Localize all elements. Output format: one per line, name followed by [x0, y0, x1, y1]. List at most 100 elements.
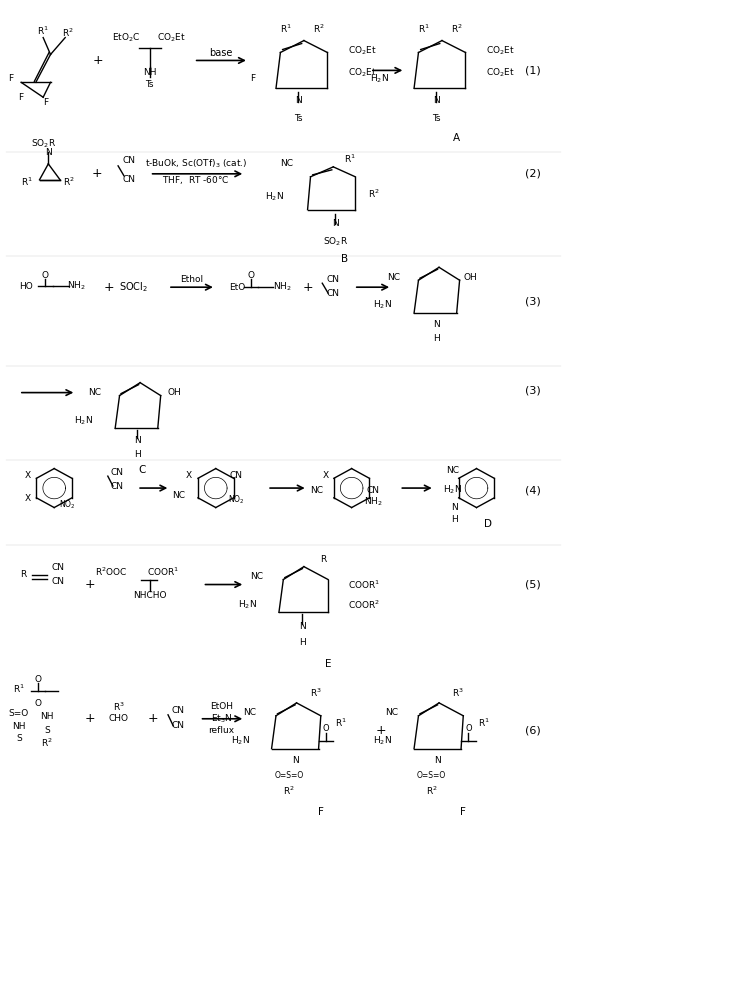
Text: (2): (2) — [525, 169, 541, 179]
Text: X: X — [323, 471, 329, 480]
Text: +: + — [84, 712, 95, 725]
Text: CN: CN — [110, 482, 123, 491]
Text: N: N — [434, 756, 441, 765]
Text: CN: CN — [366, 486, 380, 495]
Text: NC: NC — [172, 491, 186, 500]
Text: NH: NH — [12, 722, 26, 731]
Text: NC: NC — [88, 388, 101, 397]
Text: H: H — [134, 450, 141, 459]
Text: X: X — [24, 494, 31, 503]
Text: NC: NC — [311, 486, 323, 495]
Text: S: S — [44, 726, 50, 735]
Text: O: O — [35, 699, 41, 708]
Text: CN: CN — [230, 471, 243, 480]
Text: (6): (6) — [525, 726, 541, 736]
Text: SO$_2$R: SO$_2$R — [323, 235, 348, 248]
Text: O: O — [42, 271, 49, 280]
Text: THF,  RT -60$\degree$C: THF, RT -60$\degree$C — [162, 174, 230, 186]
Text: NH$_2$: NH$_2$ — [272, 281, 291, 293]
Text: NO$_2$: NO$_2$ — [228, 494, 245, 506]
Text: H$_2$N: H$_2$N — [231, 734, 249, 747]
Text: N: N — [299, 622, 306, 631]
Text: R$^1$: R$^1$ — [417, 22, 429, 35]
Text: H$_2$N: H$_2$N — [265, 190, 284, 203]
Text: +: + — [93, 54, 104, 67]
Text: R$^1$: R$^1$ — [21, 176, 33, 188]
Text: N: N — [134, 436, 141, 445]
Text: NC: NC — [243, 708, 256, 717]
Text: H$_2$N: H$_2$N — [238, 598, 257, 611]
Text: +: + — [148, 712, 158, 725]
Text: R$^1$: R$^1$ — [344, 153, 356, 165]
Text: reflux: reflux — [209, 726, 235, 735]
Text: R$^2$: R$^2$ — [283, 784, 295, 797]
Text: HO: HO — [19, 282, 33, 291]
Text: S=O: S=O — [9, 709, 29, 718]
Text: CO$_2$Et: CO$_2$Et — [486, 66, 515, 79]
Text: (3): (3) — [525, 386, 541, 396]
Text: R$^3$: R$^3$ — [452, 687, 464, 699]
Text: NH$_2$: NH$_2$ — [67, 280, 86, 292]
Text: R$^2$: R$^2$ — [368, 188, 380, 200]
Text: NC: NC — [250, 572, 263, 581]
Text: +: + — [376, 724, 386, 737]
Text: N: N — [292, 756, 298, 765]
Text: Ts: Ts — [294, 114, 302, 123]
Text: O=S=O: O=S=O — [275, 771, 304, 780]
Text: CN: CN — [171, 721, 184, 730]
Text: t-BuOk, Sc(OTf)$_3$ (cat.): t-BuOk, Sc(OTf)$_3$ (cat.) — [145, 158, 247, 170]
Text: F: F — [43, 98, 48, 107]
Text: O=S=O: O=S=O — [417, 771, 446, 780]
Text: C: C — [138, 465, 146, 475]
Text: R$^2$OOC: R$^2$OOC — [95, 565, 128, 578]
Text: NC: NC — [445, 466, 459, 475]
Text: SO$_2$R: SO$_2$R — [30, 138, 56, 150]
Text: R$^2$: R$^2$ — [451, 22, 462, 35]
Text: Ts: Ts — [432, 114, 440, 123]
Text: Ts: Ts — [146, 80, 154, 89]
Text: F: F — [250, 74, 255, 83]
Text: R$^1$: R$^1$ — [280, 22, 292, 35]
Text: (1): (1) — [525, 65, 541, 75]
Text: +: + — [84, 578, 95, 591]
Text: R: R — [320, 555, 326, 564]
Text: CHO: CHO — [109, 714, 129, 723]
Text: A: A — [453, 133, 460, 143]
Text: H: H — [433, 334, 440, 343]
Text: X: X — [186, 471, 192, 480]
Text: N: N — [295, 96, 301, 105]
Text: O: O — [323, 724, 329, 733]
Text: CO$_2$Et: CO$_2$Et — [158, 31, 186, 44]
Text: +: + — [104, 281, 115, 294]
Text: CO$_2$Et: CO$_2$Et — [486, 44, 515, 57]
Text: R$^3$: R$^3$ — [310, 687, 322, 699]
Text: OH: OH — [464, 273, 477, 282]
Text: CN: CN — [110, 468, 123, 477]
Text: CN: CN — [51, 563, 64, 572]
Text: E: E — [325, 659, 332, 669]
Text: NC: NC — [387, 273, 400, 282]
Text: H: H — [299, 638, 306, 647]
Text: COOR$^1$: COOR$^1$ — [348, 578, 380, 591]
Text: H$_2$N: H$_2$N — [373, 734, 392, 747]
Text: R$^2$: R$^2$ — [61, 26, 73, 39]
Text: N: N — [45, 148, 52, 157]
Text: N: N — [451, 503, 458, 512]
Text: F: F — [18, 93, 24, 102]
Text: F: F — [8, 74, 13, 83]
Text: EtO: EtO — [229, 283, 245, 292]
Text: N: N — [433, 320, 440, 329]
Text: CN: CN — [123, 175, 135, 184]
Text: R$^1$: R$^1$ — [335, 717, 347, 729]
Text: EtO$_2$C: EtO$_2$C — [112, 31, 141, 44]
Text: +: + — [92, 167, 102, 180]
Text: D: D — [483, 519, 491, 529]
Text: O: O — [35, 674, 41, 684]
Text: N: N — [433, 96, 440, 105]
Text: OH: OH — [167, 388, 181, 397]
Text: EtOH: EtOH — [210, 702, 233, 711]
Text: NH: NH — [40, 712, 53, 721]
Text: (3): (3) — [525, 296, 541, 306]
Text: B: B — [340, 254, 348, 264]
Text: R$^2$: R$^2$ — [425, 784, 437, 797]
